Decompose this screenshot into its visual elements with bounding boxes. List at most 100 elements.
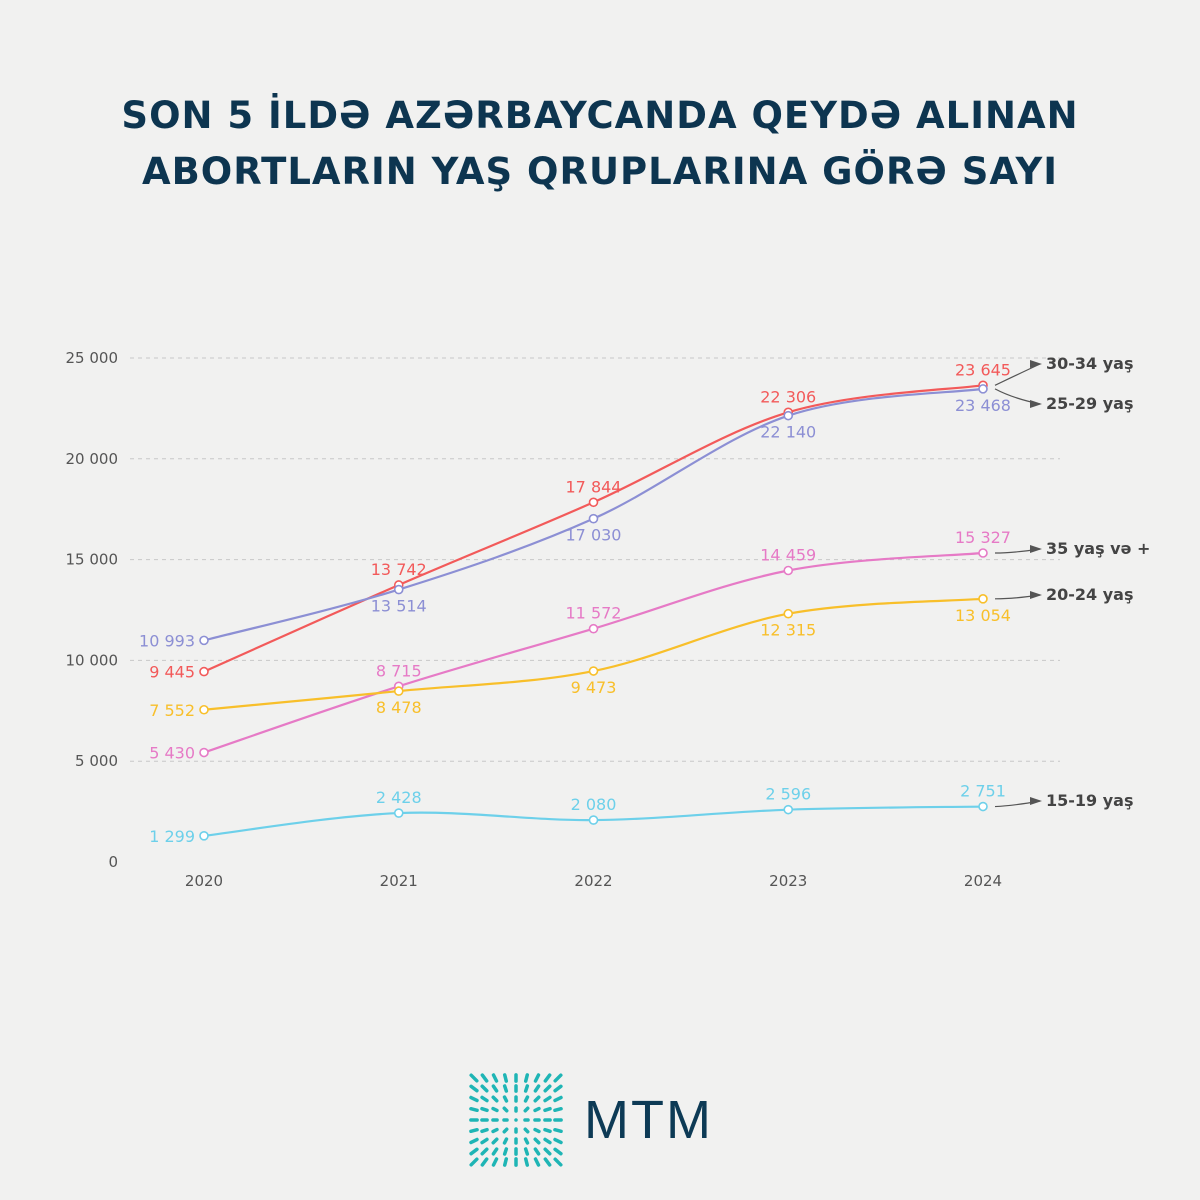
logo-dash [553, 1127, 563, 1134]
data-label: 8 478 [376, 698, 422, 717]
logo-dash [533, 1095, 541, 1103]
legend-label-20-24: 20-24 yaş [1046, 585, 1134, 604]
data-label: 5 430 [149, 744, 195, 763]
logo-dash [533, 1106, 541, 1113]
logo-dash [491, 1084, 499, 1093]
logo-dash [553, 1137, 563, 1145]
data-point [199, 666, 209, 677]
logo-dash [491, 1157, 499, 1167]
logo-dash [480, 1073, 489, 1083]
logo-mark-icon [469, 1073, 563, 1167]
mtm-logo: MTM [468, 1072, 713, 1168]
logo-dash [533, 1127, 541, 1134]
logo-dash [553, 1095, 563, 1103]
data-label: 7 552 [149, 701, 195, 720]
logo-dash [502, 1127, 509, 1134]
data-point [783, 565, 794, 576]
logo-dash [469, 1147, 479, 1156]
data-point [393, 584, 404, 595]
logo-dash [480, 1137, 489, 1145]
data-label: 2 080 [571, 795, 617, 814]
data-point [588, 666, 599, 676]
legend-label-25-29: 25-29 yaş [1046, 394, 1134, 413]
logo-dash [502, 1084, 509, 1093]
y-tick-label: 0 [108, 853, 118, 871]
logo-dash [533, 1137, 541, 1145]
y-tick-label: 25 000 [66, 349, 119, 367]
data-point [588, 513, 599, 524]
x-tick-label: 2024 [964, 872, 1002, 890]
logo-dash [502, 1147, 509, 1156]
data-point [588, 815, 599, 825]
arrow-icon [1030, 797, 1042, 805]
logo-dash [469, 1137, 479, 1145]
data-point [199, 635, 209, 646]
logo-dash [480, 1095, 489, 1103]
data-point [199, 747, 209, 758]
data-label: 2 596 [765, 785, 811, 804]
logo-dash [491, 1073, 499, 1083]
data-label: 13 054 [955, 606, 1011, 625]
logo-dash [543, 1137, 552, 1145]
logo-dash [553, 1084, 563, 1093]
data-point [978, 384, 988, 394]
logo-dash [502, 1157, 509, 1167]
data-label: 23 468 [955, 396, 1011, 415]
logo-dash [469, 1084, 479, 1093]
y-tick-label: 15 000 [66, 551, 119, 569]
data-point [393, 686, 404, 696]
logo-dash [491, 1106, 499, 1113]
logo-dash [553, 1106, 563, 1113]
logo-dash [523, 1084, 530, 1093]
logo-dash [480, 1127, 489, 1134]
x-tick-label: 2020 [185, 872, 223, 890]
logo-dash [523, 1137, 530, 1145]
data-point [588, 497, 599, 508]
logo-dash [480, 1106, 489, 1113]
logo-dash [469, 1157, 479, 1167]
data-label: 22 306 [760, 387, 816, 406]
title-line-2: ABORTLARIN YAŞ QRUPLARINA GÖRƏ SAYI [141, 150, 1059, 193]
arrow-icon [1030, 545, 1042, 553]
logo-dash [491, 1127, 499, 1134]
logo-dash [480, 1157, 489, 1167]
legend-label-35+: 35 yaş və + [1046, 539, 1150, 558]
data-point [783, 608, 794, 619]
data-point [978, 548, 988, 558]
data-label: 2 751 [960, 782, 1006, 801]
logo-dash [480, 1084, 489, 1093]
data-point [393, 808, 404, 818]
logo-text: MTM [584, 1090, 713, 1150]
data-label: 9 473 [571, 678, 617, 697]
logo-dash [469, 1073, 479, 1083]
logo-dash [523, 1106, 530, 1113]
logo-dash [533, 1073, 541, 1083]
data-point [783, 410, 794, 421]
logo-dash [533, 1084, 541, 1093]
logo-dash [469, 1127, 479, 1134]
logo-dash [523, 1157, 530, 1167]
data-label: 17 844 [566, 477, 622, 496]
logo-dash [523, 1147, 530, 1156]
x-tick-label: 2022 [574, 872, 612, 890]
logo-dash [491, 1147, 499, 1156]
data-point [978, 594, 988, 604]
data-label: 22 140 [760, 423, 816, 442]
title-line-1: SON 5 İLDƏ AZƏRBAYCANDA QEYDƏ ALINAN [121, 94, 1079, 137]
legend-label-15-19: 15-19 yaş [1046, 791, 1134, 810]
data-label: 10 993 [139, 631, 195, 650]
logo-dash [502, 1073, 509, 1083]
logo-dash [543, 1084, 552, 1093]
data-label: 12 315 [760, 621, 816, 640]
arrow-icon [1030, 360, 1042, 368]
legend-label-30-34: 30-34 yaş [1046, 354, 1134, 373]
y-tick-label: 10 000 [66, 651, 119, 669]
logo-dash [543, 1073, 552, 1083]
data-label: 2 428 [376, 788, 422, 807]
logo-dash [523, 1095, 530, 1103]
line-chart: 0 5 000 10 000 15 000 20 000 25 000 2020 2021 20… [66, 349, 1151, 890]
data-label: 13 514 [371, 597, 427, 616]
data-label: 17 030 [566, 526, 622, 545]
data-label: 13 742 [371, 560, 427, 579]
logo-dash [469, 1095, 479, 1103]
